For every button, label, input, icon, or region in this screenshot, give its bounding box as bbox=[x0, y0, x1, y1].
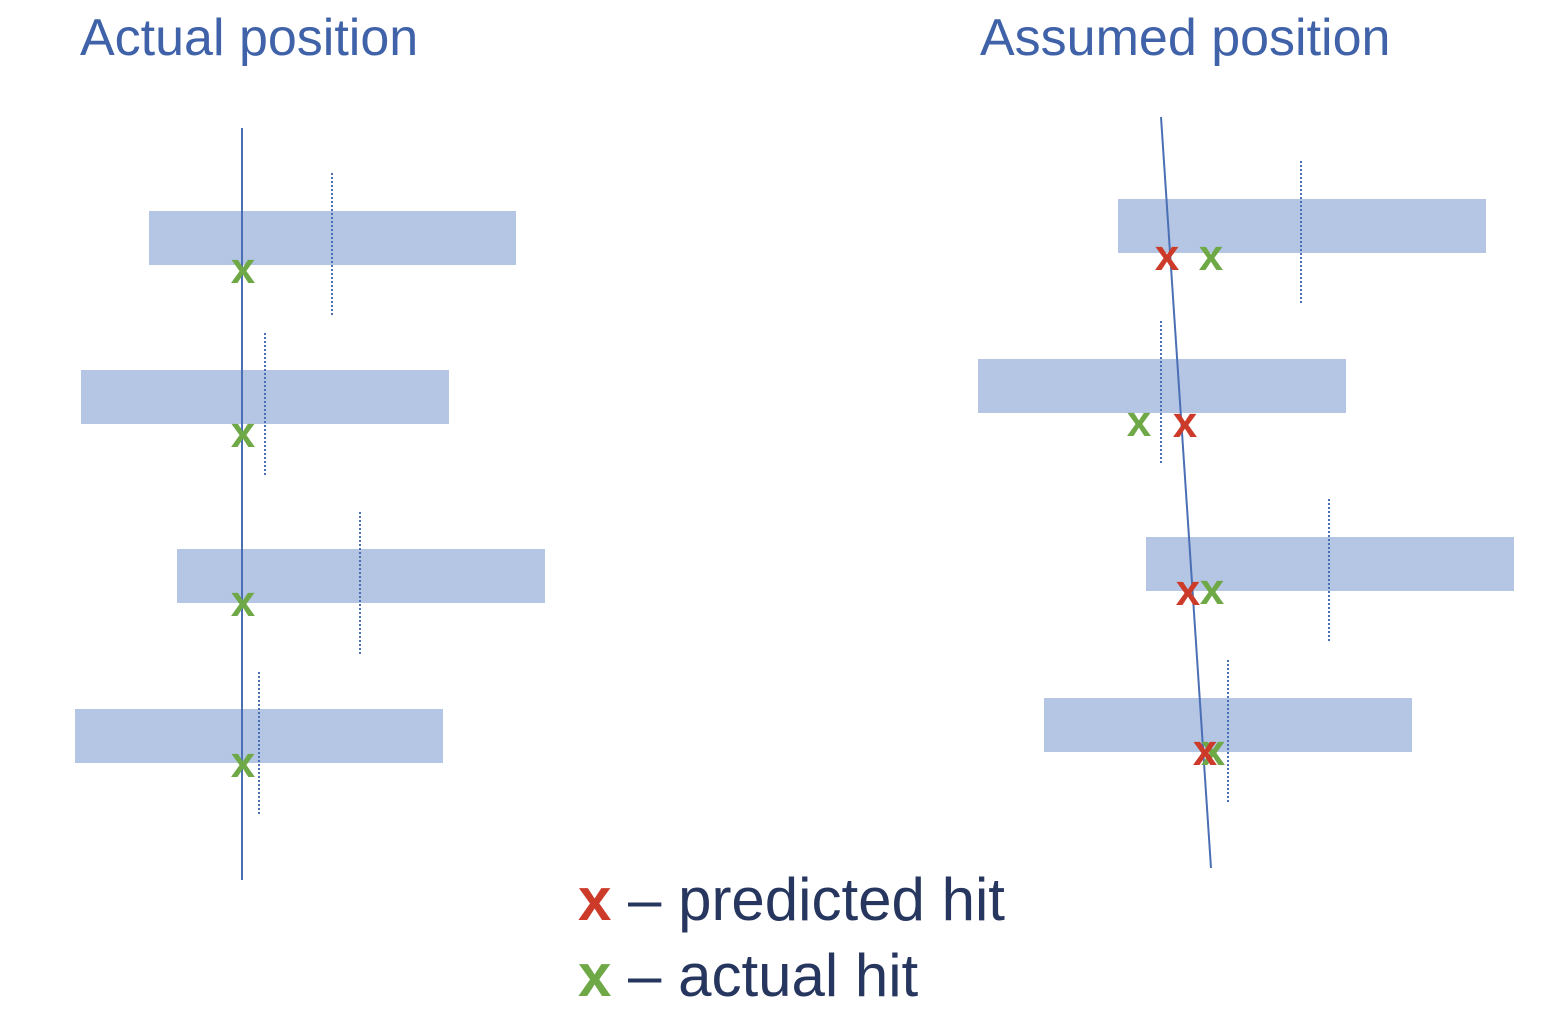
legend-predicted: x – predicted hit bbox=[578, 862, 1005, 938]
actual-hit-mark: x bbox=[1199, 231, 1224, 280]
actual-hit-symbol: x bbox=[578, 942, 612, 1009]
legend-actual: x – actual hit bbox=[578, 938, 1005, 1014]
predicted-hit-label: – predicted hit bbox=[611, 866, 1005, 933]
actual-hit-mark: x bbox=[231, 738, 256, 787]
legend: x – predicted hit x – actual hit bbox=[578, 862, 1005, 1014]
actual-hit-mark: x bbox=[1201, 726, 1226, 775]
predicted-hit-symbol: x bbox=[578, 866, 612, 933]
actual-position-panel: x x x x bbox=[75, 128, 545, 880]
assumed-position-panel: x x x x x x x x bbox=[978, 116, 1514, 869]
actual-hit-mark: x bbox=[1127, 397, 1152, 446]
actual-hit-mark: x bbox=[231, 244, 256, 293]
actual-position-title: Actual position bbox=[80, 9, 419, 67]
assumed-position-title: Assumed position bbox=[980, 9, 1391, 67]
actual-hit-label: – actual hit bbox=[611, 942, 919, 1009]
predicted-hit-mark: x bbox=[1173, 398, 1198, 447]
predicted-hit-mark: x bbox=[1176, 566, 1201, 615]
predicted-hit-mark: x bbox=[1193, 726, 1218, 775]
particle-track bbox=[1160, 116, 1212, 869]
actual-hit-mark: x bbox=[231, 577, 256, 626]
actual-hit-mark: x bbox=[1200, 565, 1225, 614]
actual-hit-mark: x bbox=[231, 408, 256, 457]
predicted-hit-mark: x bbox=[1155, 231, 1180, 280]
